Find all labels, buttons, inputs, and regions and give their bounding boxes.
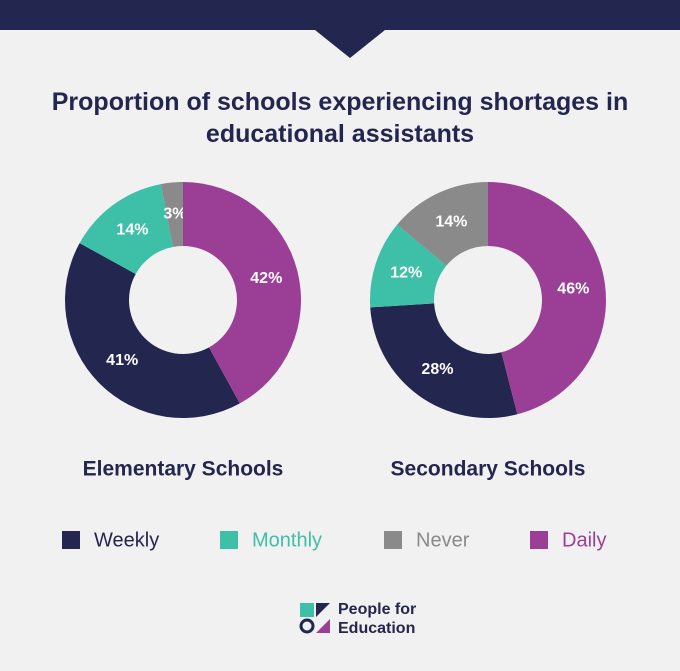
legend-swatch [220, 531, 238, 549]
legend-swatch [384, 531, 402, 549]
logo-text: Education [338, 620, 415, 637]
top-banner [0, 0, 680, 30]
chart-title: Secondary Schools [391, 458, 586, 481]
pie-slice [183, 182, 301, 404]
legend-label: Daily [562, 529, 606, 551]
title: Proportion of schools experiencing short… [51, 88, 629, 148]
legend-swatch [62, 531, 80, 549]
value-label: 28% [421, 361, 453, 378]
value-label: 12% [390, 265, 422, 282]
legend-swatch [530, 531, 548, 549]
pie-slice [79, 184, 173, 274]
logo-icon [316, 603, 330, 617]
value-label: 14% [435, 213, 467, 230]
chart-title: Elementary Schools [83, 458, 284, 481]
logo-icon [299, 618, 315, 634]
value-label: 46% [557, 280, 589, 297]
value-label: 42% [250, 270, 282, 287]
banner-notch [315, 30, 385, 58]
pie-slice [397, 182, 488, 266]
legend-label: Never [416, 529, 470, 551]
value-label: 3% [163, 206, 186, 223]
legend-label: Monthly [252, 529, 322, 551]
pie-slice [488, 182, 606, 415]
logo-icon [316, 619, 330, 633]
legend-label: Weekly [94, 529, 159, 551]
logo-icon [300, 603, 314, 617]
pie-slice [65, 243, 240, 418]
pie-slice [370, 303, 518, 419]
value-label: 41% [106, 352, 138, 369]
logo-text: People for [338, 601, 416, 618]
pie-slice [370, 224, 447, 308]
value-label: 14% [116, 222, 148, 239]
pie-slice [160, 182, 183, 247]
